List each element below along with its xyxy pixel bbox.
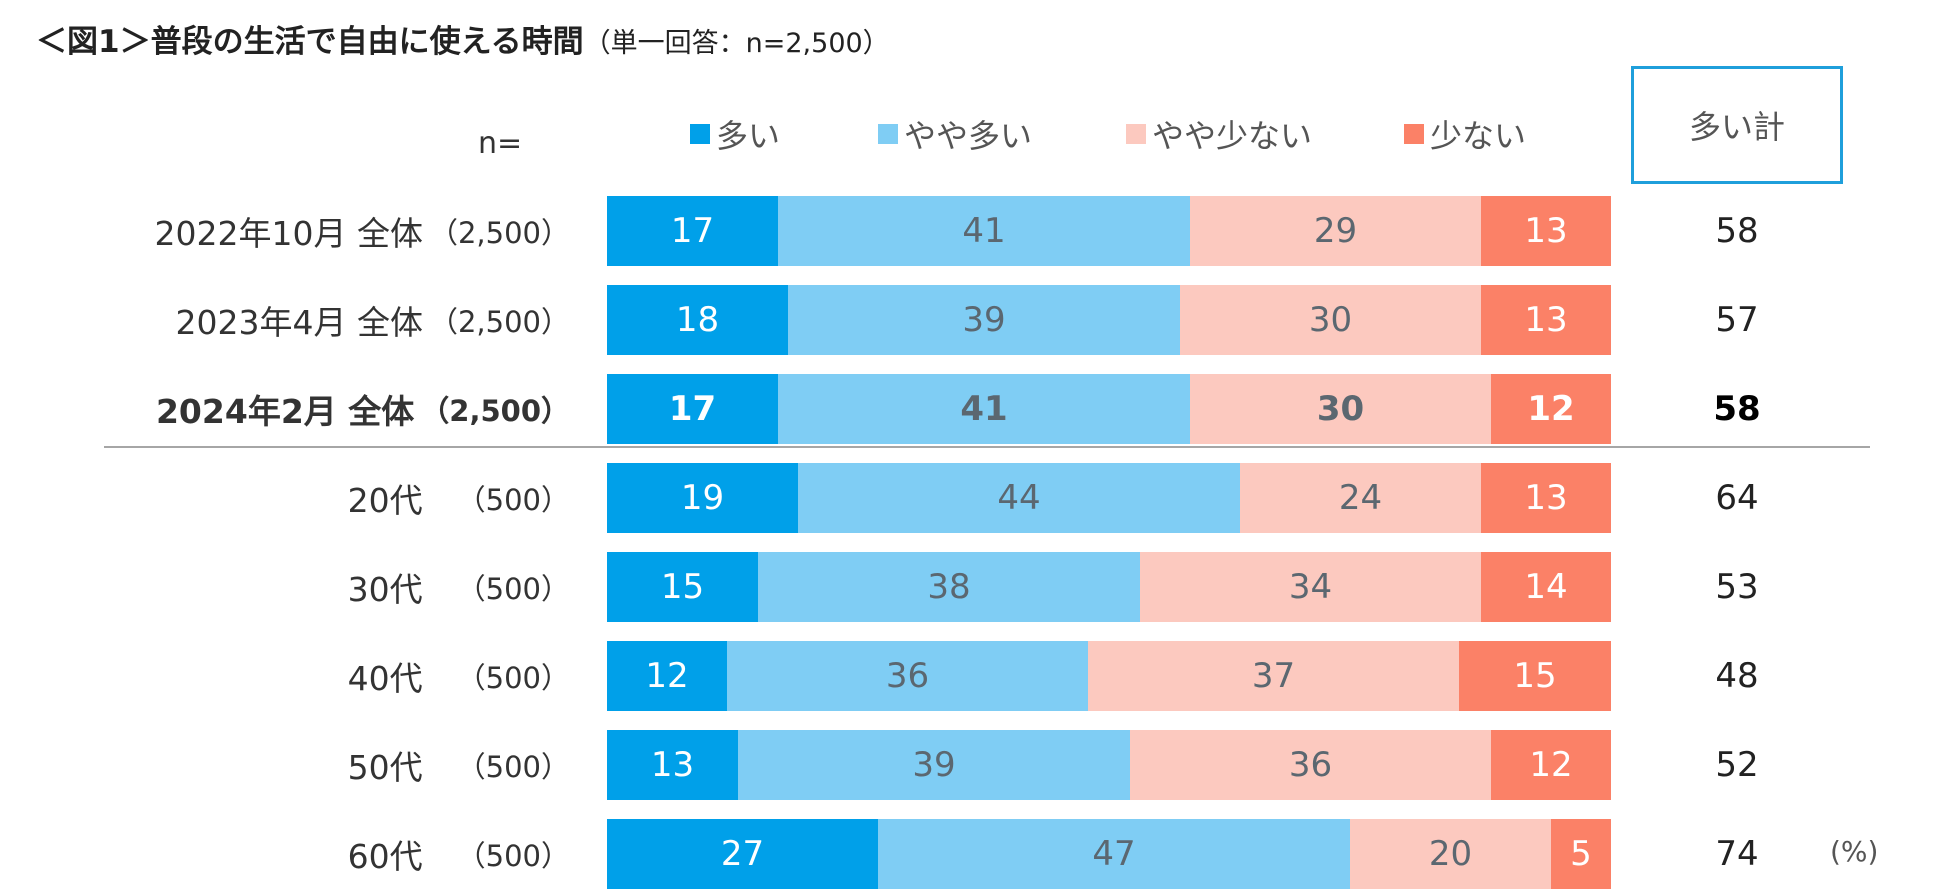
total-value: 52	[1715, 745, 1759, 785]
bar-segment-few: 12	[1491, 374, 1611, 444]
total-value: 58	[1713, 389, 1761, 429]
bar-segment-somewhat-many: 47	[878, 819, 1350, 889]
n-value: （2,500）	[420, 394, 570, 428]
n-value: （2,500）	[428, 305, 570, 339]
bar-segment-many: 17	[607, 196, 778, 266]
total-value: 58	[1715, 211, 1759, 251]
category-label: 20代	[347, 481, 423, 520]
n-value: （500）	[456, 839, 570, 873]
bar-segment-few: 14	[1481, 552, 1611, 622]
n-value: （500）	[456, 572, 570, 606]
bar-segment-somewhat-many: 39	[738, 730, 1130, 800]
row-label: 2024年2月 全体 （2,500）	[156, 374, 570, 444]
legend-swatch-somewhat-many	[878, 124, 898, 144]
legend-swatch-few	[1404, 124, 1424, 144]
n-value: （2,500）	[428, 216, 570, 250]
category-label: 30代	[347, 570, 423, 609]
bar-segment-somewhat-many: 36	[727, 641, 1088, 711]
category-label: 50代	[347, 748, 423, 787]
n-value: （500）	[456, 661, 570, 695]
total-value: 48	[1715, 656, 1759, 696]
category-label: 40代	[347, 659, 423, 698]
bar-segment-few: 5	[1551, 819, 1611, 889]
n-value: （500）	[456, 483, 570, 517]
bar-segment-somewhat-few: 34	[1140, 552, 1481, 622]
legend-item-few: 少ない	[1404, 114, 1527, 155]
category-label: 2024年2月 全体	[155, 392, 415, 431]
legend-swatch-somewhat-few	[1126, 124, 1146, 144]
bar-segment-somewhat-few: 24	[1240, 463, 1481, 533]
category-label: 60代	[347, 837, 423, 876]
legend-item-somewhat-many: やや多い	[878, 114, 1033, 155]
legend-label-few: 少ない	[1430, 117, 1527, 155]
row-label: 20代 （500）	[348, 463, 570, 533]
chart-title-main: ＜図1＞普段の生活で自由に使える時間	[36, 24, 584, 60]
legend-label-many: 多い	[716, 117, 781, 155]
bar-segment-somewhat-many: 41	[778, 196, 1190, 266]
bar-segment-few: 13	[1481, 196, 1611, 266]
bar-segment-somewhat-many: 38	[758, 552, 1140, 622]
n-value: （500）	[456, 750, 570, 784]
legend-swatch-many	[690, 124, 710, 144]
row-label: 2022年10月 全体 （2,500）	[155, 196, 571, 266]
legend-item-somewhat-few: やや少ない	[1126, 114, 1313, 155]
bar-segment-somewhat-many: 39	[788, 285, 1180, 355]
row-label: 50代 （500）	[348, 730, 570, 800]
chart-title: ＜図1＞普段の生活で自由に使える時間（単一回答：n=2,500）	[36, 16, 890, 61]
category-label: 2022年10月 全体	[154, 214, 423, 253]
bar-segment-somewhat-many: 44	[798, 463, 1240, 533]
bar-segment-somewhat-few: 37	[1088, 641, 1459, 711]
bar-segment-few: 13	[1481, 463, 1611, 533]
bar-segment-many: 12	[607, 641, 727, 711]
total-value: 74	[1715, 834, 1759, 874]
divider	[104, 446, 1870, 448]
n-header: n=	[478, 126, 523, 161]
bar-segment-somewhat-few: 29	[1190, 196, 1481, 266]
total-value: 57	[1715, 300, 1759, 340]
category-label: 2023年4月 全体	[175, 303, 423, 342]
legend-label-somewhat-many: やや多い	[904, 117, 1033, 155]
bar-segment-somewhat-few: 30	[1180, 285, 1481, 355]
total-header: 多い計	[1631, 66, 1843, 184]
unit-label: (%)	[1830, 835, 1879, 868]
bar-segment-few: 15	[1459, 641, 1611, 711]
row-label: 60代 （500）	[348, 819, 570, 889]
bar-segment-many: 17	[607, 374, 778, 444]
bar-segment-many: 18	[607, 285, 788, 355]
chart-title-sub: （単一回答：n=2,500）	[583, 28, 890, 59]
row-label: 30代 （500）	[348, 552, 570, 622]
total-value: 64	[1715, 478, 1759, 518]
legend-label-somewhat-few: やや少ない	[1152, 117, 1313, 155]
bar-segment-somewhat-few: 20	[1350, 819, 1551, 889]
bar-segment-somewhat-few: 30	[1190, 374, 1491, 444]
bar-segment-many: 27	[607, 819, 878, 889]
total-value: 53	[1715, 567, 1759, 607]
bar-segment-many: 15	[607, 552, 758, 622]
bar-segment-somewhat-many: 41	[778, 374, 1190, 444]
row-label: 2023年4月 全体 （2,500）	[176, 285, 571, 355]
bar-segment-many: 13	[607, 730, 738, 800]
row-label: 40代 （500）	[348, 641, 570, 711]
legend-item-many: 多い	[690, 114, 781, 155]
bar-segment-somewhat-few: 36	[1130, 730, 1491, 800]
bar-segment-many: 19	[607, 463, 798, 533]
bar-segment-few: 13	[1481, 285, 1611, 355]
bar-segment-few: 12	[1491, 730, 1611, 800]
